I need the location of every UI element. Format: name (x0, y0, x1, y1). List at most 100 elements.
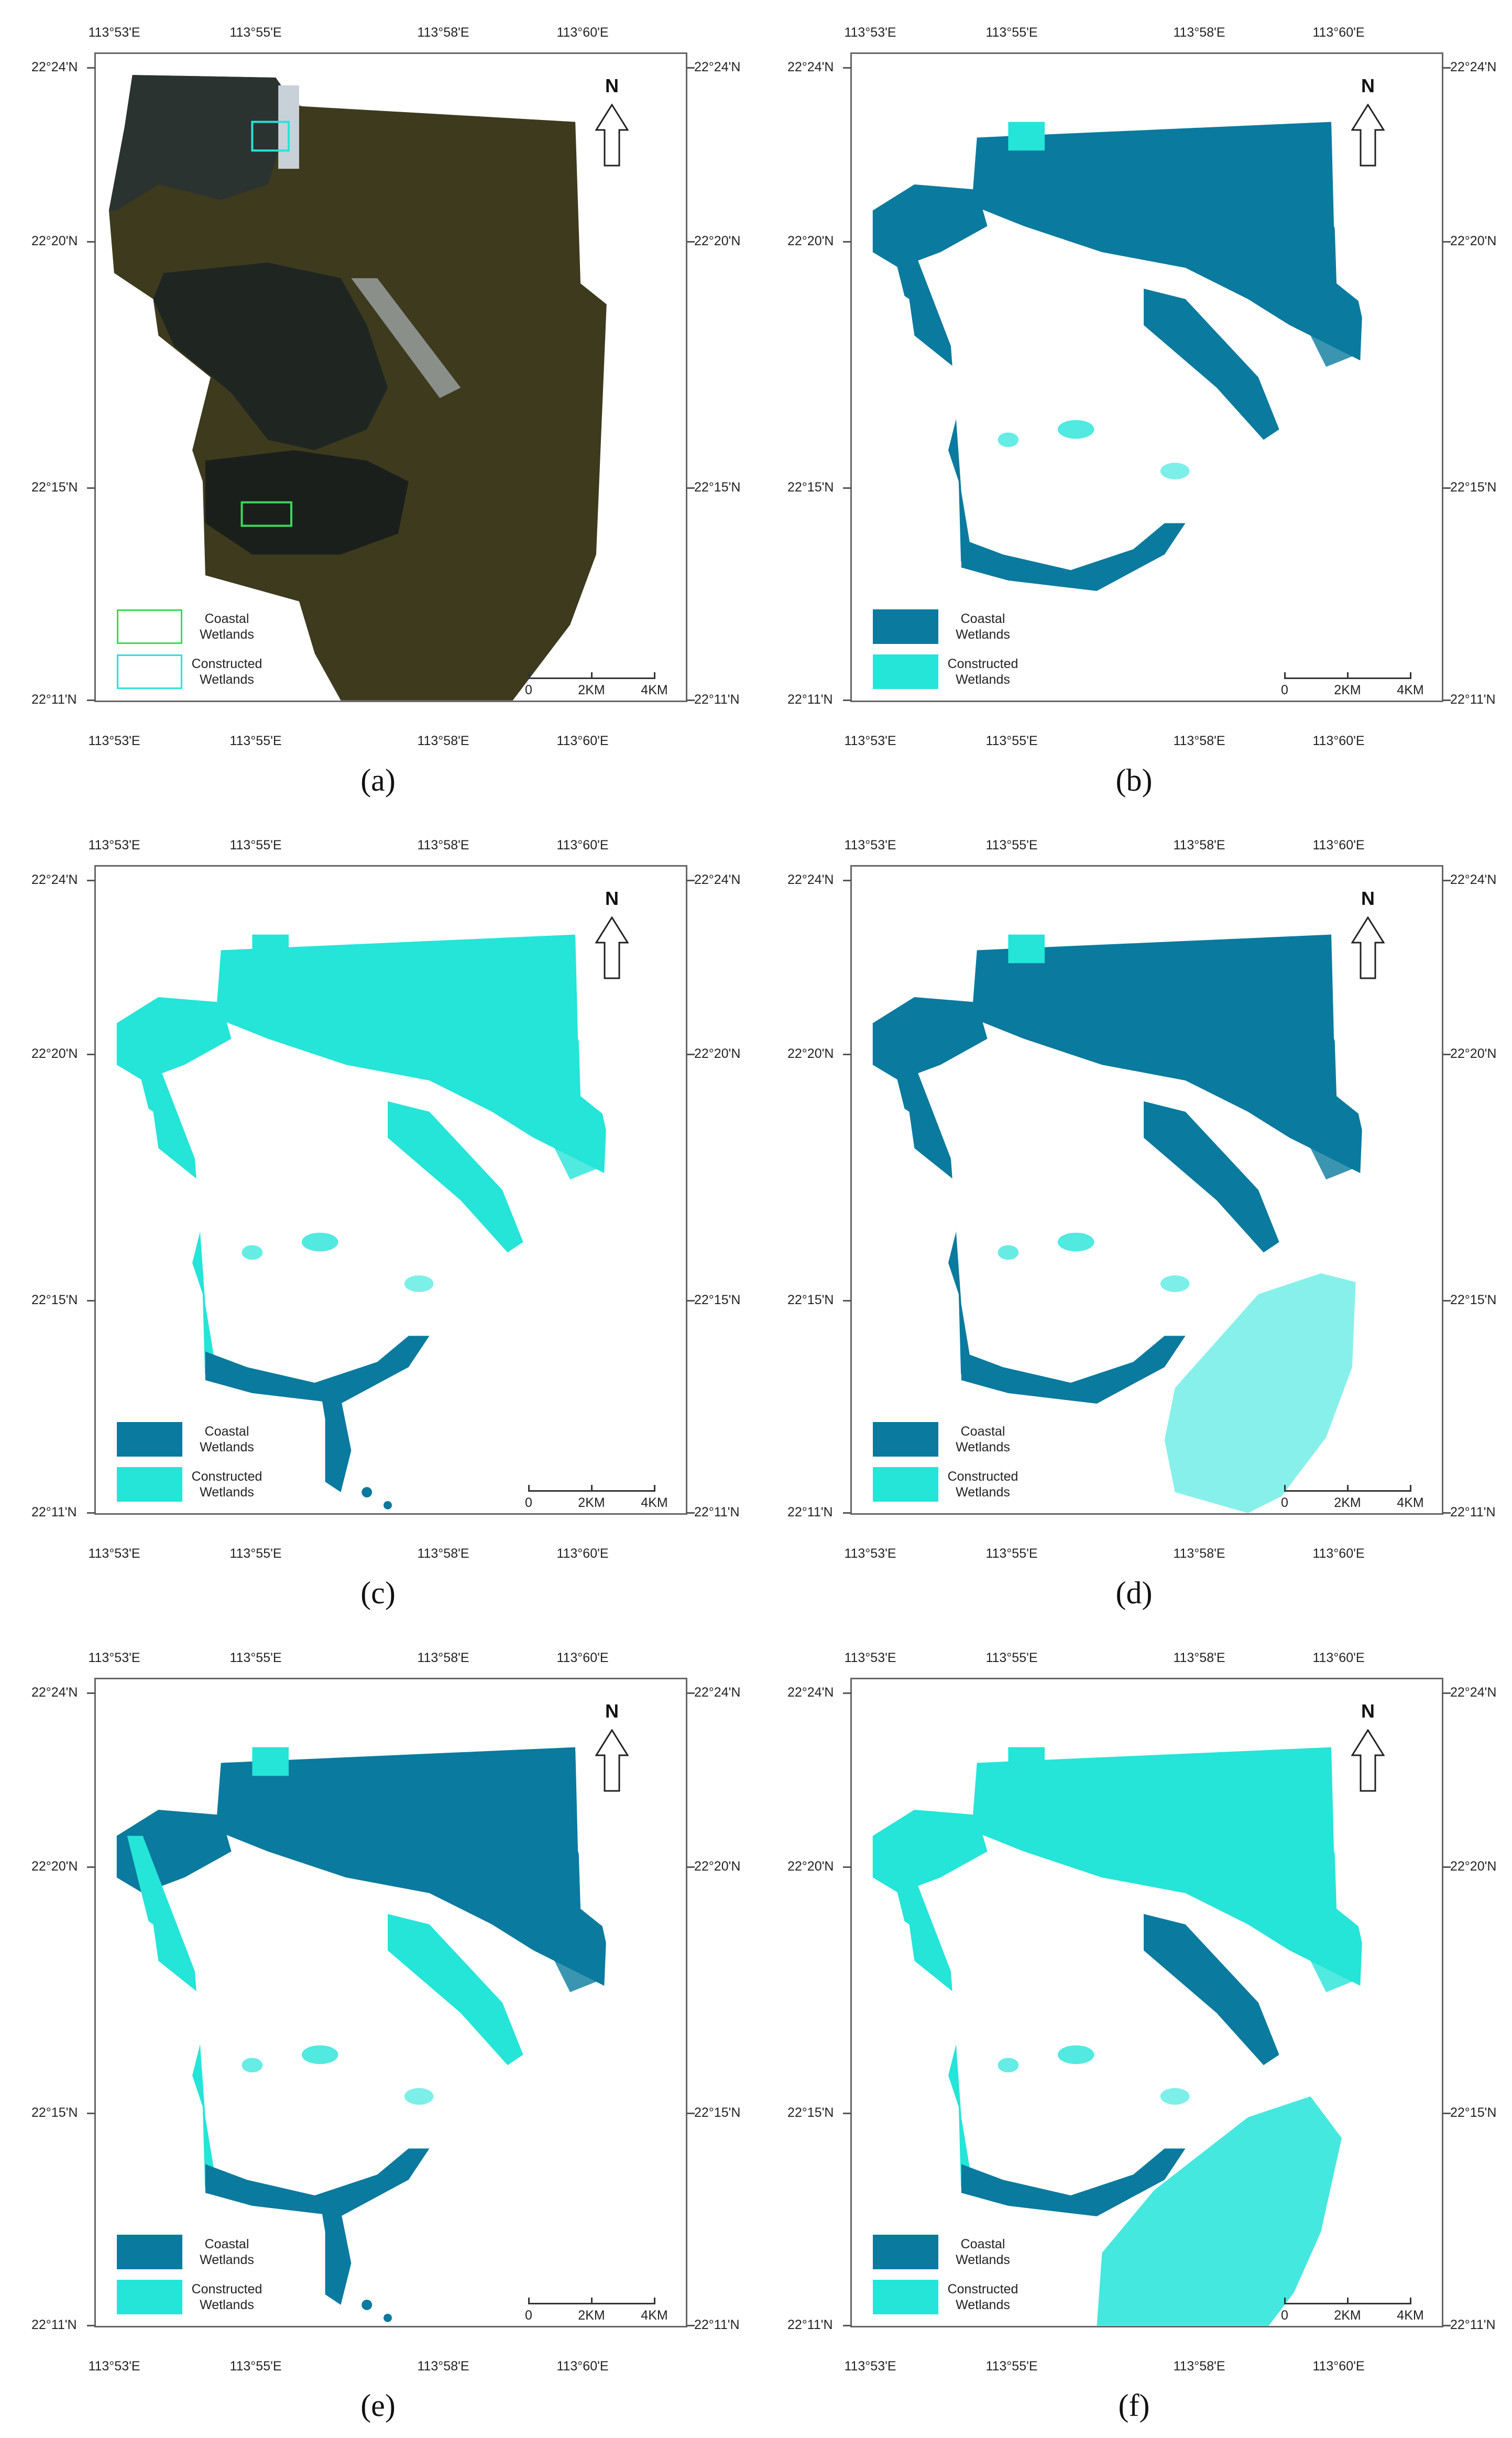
panel-label: (a) (360, 763, 396, 797)
scale-bar: 0 2KM 4KM (525, 1485, 668, 1513)
map-panel-e: 113°53'E 113°53'E 113°55'E 113°55'E 113°58'E… (0, 1625, 756, 2438)
lat-label-left: 22°11'N (787, 2317, 833, 2332)
map-panel-b: 113°53'E 113°53'E 113°55'E 113°55'E 113°58'E… (756, 0, 1512, 813)
lon-label-bottom: 113°53'E (88, 734, 140, 748)
north-arrow: N (1344, 888, 1392, 987)
scale-label: 4KM (641, 2308, 668, 2323)
lon-label-top: 113°53'E (88, 838, 140, 852)
lat-label-left: 22°15'N (31, 2105, 78, 2120)
scale-bar: 0 2KM 4KM (1281, 1485, 1424, 1513)
north-arrow-icon (1351, 104, 1385, 167)
north-arrow-icon (595, 1729, 629, 1792)
lon-label-bottom: 113°60'E (556, 1546, 609, 1561)
lon-label-bottom: 113°58'E (1173, 734, 1225, 748)
legend-swatch-constructed (117, 2280, 182, 2314)
lat-label-right: 22°20'N (694, 1046, 741, 1061)
north-arrow: N (588, 1700, 636, 1800)
lon-label-top: 113°60'E (556, 838, 609, 852)
map-layer (116, 934, 607, 1510)
scale-label: 4KM (1397, 1495, 1424, 1510)
scale-label: 4KM (641, 683, 668, 697)
lat-label-right: 22°15'N (1450, 2105, 1497, 2120)
scale-label: 4KM (1397, 2308, 1424, 2323)
lon-label-top: 113°58'E (417, 838, 469, 852)
map-panel-a: 113°53'E 113°53'E 113°55'E 113°55'E 113°58'E… (0, 0, 756, 813)
lat-label-left: 22°24'N (787, 872, 834, 887)
map-panel-c: 113°53'E 113°53'E 113°55'E 113°55'E 113°58'E… (0, 813, 756, 1625)
scale-label: 0 (525, 683, 532, 697)
lat-label-left: 22°20'N (31, 1046, 78, 1061)
panel-label: (f) (1118, 2388, 1150, 2423)
north-label: N (1361, 888, 1375, 909)
lat-label-right: 22°20'N (694, 1859, 741, 1874)
lon-label-bottom: 113°55'E (229, 734, 282, 748)
lat-label-right: 22°20'N (1450, 1046, 1497, 1061)
scale-bar: 0 2KM 4KM (525, 672, 668, 701)
scale-label: 2KM (1334, 683, 1361, 697)
legend-swatch-constructed (873, 1467, 938, 1502)
panel-label: (c) (360, 1576, 396, 1610)
lon-label-bottom: 113°55'E (229, 2359, 282, 2374)
north-arrow: N (1344, 75, 1392, 174)
legend-label-constructed: Constructed Wetlands (191, 1469, 262, 1500)
map-frame: N Coastal Wetlands Constructed Wetlands 0 2… (94, 1678, 687, 2327)
north-label: N (605, 888, 619, 909)
legend: Coastal Wetlands Constructed Wetlands (117, 2235, 284, 2319)
map-layer (872, 1747, 1363, 2326)
scale-bar: 0 2KM 4KM (1281, 2298, 1424, 2326)
lon-label-bottom: 113°53'E (844, 734, 896, 748)
lon-label-top: 113°60'E (1312, 25, 1365, 40)
legend-swatch-coastal (117, 609, 182, 644)
lat-label-left: 22°20'N (31, 234, 78, 248)
lat-label-right: 22°20'N (1450, 1859, 1497, 1874)
lon-label-top: 113°53'E (88, 1650, 140, 1665)
lat-label-right: 22°15'N (1450, 480, 1497, 495)
legend-label-coastal: Coastal Wetlands (200, 1424, 254, 1455)
legend: Coastal Wetlands Constructed Wetlands (117, 609, 284, 693)
scale-label: 2KM (1334, 1495, 1361, 1510)
north-label: N (1361, 75, 1375, 96)
scale-label: 2KM (578, 2308, 605, 2323)
lon-label-bottom: 113°55'E (985, 2359, 1038, 2374)
legend-swatch-constructed (117, 1467, 182, 1502)
lat-label-right: 22°24'N (694, 60, 741, 74)
lon-label-bottom: 113°53'E (844, 1546, 896, 1561)
lon-label-top: 113°53'E (844, 838, 896, 852)
lon-label-top: 113°60'E (1312, 838, 1365, 852)
lat-label-right: 22°11'N (694, 2317, 740, 2332)
lat-label-left: 22°15'N (31, 480, 78, 495)
lat-label-right: 22°24'N (694, 1685, 741, 1700)
lat-label-left: 22°11'N (31, 2317, 77, 2332)
lon-label-bottom: 113°60'E (556, 2359, 609, 2374)
north-arrow-icon (595, 104, 629, 167)
legend-label-coastal: Coastal Wetlands (200, 2237, 254, 2267)
north-arrow: N (588, 75, 636, 174)
scale-bar: 0 2KM 4KM (1281, 672, 1424, 701)
lat-label-right: 22°15'N (1450, 1293, 1497, 1307)
north-label: N (605, 75, 619, 96)
lat-label-right: 22°11'N (694, 692, 740, 707)
legend-swatch-constructed (873, 2280, 938, 2314)
lat-label-left: 22°24'N (31, 60, 78, 74)
lat-label-right: 22°11'N (1450, 692, 1496, 707)
lat-label-right: 22°11'N (694, 1505, 740, 1519)
legend-swatch-coastal (873, 609, 938, 644)
legend-swatch-coastal (117, 2235, 182, 2269)
map-layer (108, 75, 607, 701)
lat-label-left: 22°24'N (787, 1685, 834, 1700)
lon-label-top: 113°53'E (844, 1650, 896, 1665)
map-frame: N Coastal Wetlands Constructed Wetlands 0 2… (850, 1678, 1443, 2327)
lon-label-top: 113°60'E (556, 1650, 609, 1665)
lat-label-right: 22°24'N (1450, 60, 1497, 74)
lon-label-top: 113°60'E (556, 25, 609, 40)
lon-label-bottom: 113°53'E (88, 2359, 140, 2374)
map-frame: N Coastal Wetlands Constructed Wetlands 0 2… (94, 865, 687, 1515)
panel-label: (d) (1115, 1576, 1153, 1610)
lon-label-top: 113°53'E (844, 25, 896, 40)
map-layer (872, 934, 1363, 1513)
lon-label-bottom: 113°60'E (1312, 2359, 1365, 2374)
legend: Coastal Wetlands Constructed Wetlands (873, 1422, 1040, 1506)
map-panel-f: 113°53'E 113°53'E 113°55'E 113°55'E 113°58'E… (756, 1625, 1512, 2438)
lat-label-left: 22°11'N (787, 1505, 833, 1519)
lon-label-top: 113°55'E (985, 25, 1038, 40)
